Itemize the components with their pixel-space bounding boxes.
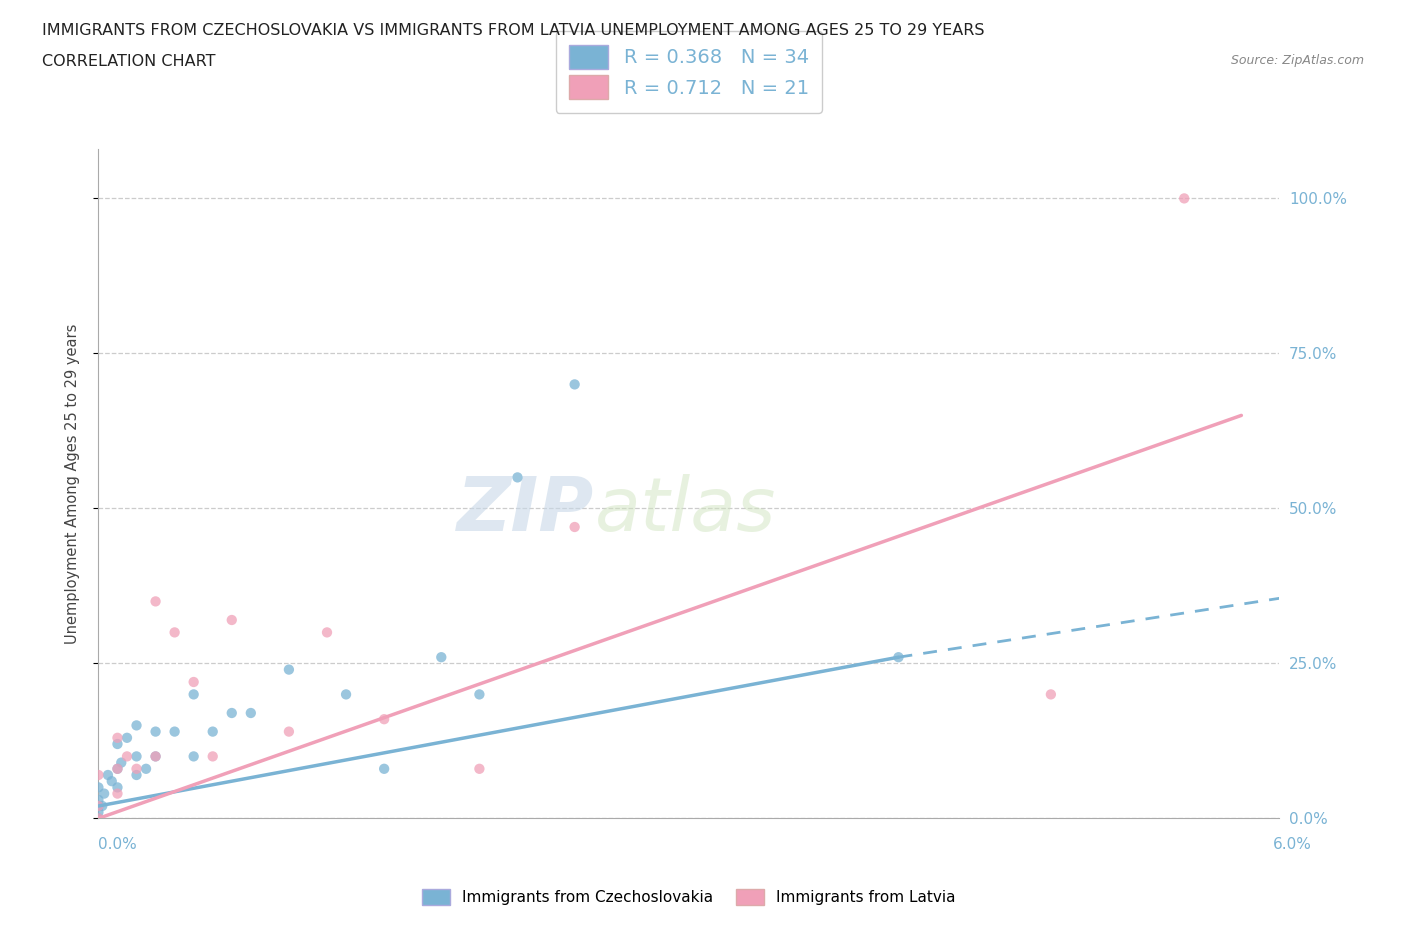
- Point: [87, 799, 110, 814]
- Point: [335, 687, 357, 702]
- Point: [107, 762, 129, 777]
- Point: [87, 792, 110, 807]
- Point: [87, 811, 110, 826]
- Point: [468, 687, 491, 702]
- Point: [145, 724, 167, 739]
- Text: CORRELATION CHART: CORRELATION CHART: [42, 54, 215, 69]
- Point: [145, 749, 167, 764]
- Point: [373, 762, 395, 777]
- Text: ZIP: ZIP: [457, 474, 595, 547]
- Point: [87, 804, 110, 819]
- Point: [93, 786, 115, 801]
- Y-axis label: Unemployment Among Ages 25 to 29 years: Unemployment Among Ages 25 to 29 years: [65, 324, 80, 644]
- Point: [145, 749, 167, 764]
- Point: [239, 706, 262, 721]
- Point: [100, 774, 122, 789]
- Point: [87, 767, 110, 782]
- Point: [145, 594, 167, 609]
- Point: [125, 767, 148, 782]
- Point: [107, 730, 129, 745]
- Point: [107, 762, 129, 777]
- Point: [110, 755, 132, 770]
- Text: atlas: atlas: [595, 474, 776, 547]
- Point: [115, 730, 138, 745]
- Point: [115, 749, 138, 764]
- Point: [277, 724, 299, 739]
- Point: [125, 749, 148, 764]
- Text: Source: ZipAtlas.com: Source: ZipAtlas.com: [1230, 54, 1364, 67]
- Text: IMMIGRANTS FROM CZECHOSLOVAKIA VS IMMIGRANTS FROM LATVIA UNEMPLOYMENT AMONG AGES: IMMIGRANTS FROM CZECHOSLOVAKIA VS IMMIGR…: [42, 23, 984, 38]
- Point: [135, 762, 157, 777]
- Point: [183, 674, 205, 689]
- Point: [87, 811, 110, 826]
- Point: [277, 662, 299, 677]
- Point: [125, 762, 148, 777]
- Point: [221, 613, 243, 628]
- Legend: R = 0.368   N = 34, R = 0.712   N = 21: R = 0.368 N = 34, R = 0.712 N = 21: [555, 32, 823, 113]
- Point: [564, 377, 586, 392]
- Point: [125, 718, 148, 733]
- Point: [468, 762, 491, 777]
- Point: [87, 780, 110, 795]
- Point: [221, 706, 243, 721]
- Point: [183, 749, 205, 764]
- Point: [430, 650, 453, 665]
- Point: [316, 625, 339, 640]
- Text: 0.0%: 0.0%: [98, 837, 138, 852]
- Point: [91, 799, 114, 814]
- Point: [97, 767, 120, 782]
- Point: [107, 786, 129, 801]
- Point: [1039, 687, 1062, 702]
- Point: [183, 687, 205, 702]
- Legend: Immigrants from Czechoslovakia, Immigrants from Latvia: Immigrants from Czechoslovakia, Immigran…: [416, 883, 962, 911]
- Point: [87, 799, 110, 814]
- Point: [163, 625, 186, 640]
- Point: [201, 724, 224, 739]
- Point: [373, 711, 395, 726]
- Text: 6.0%: 6.0%: [1272, 837, 1312, 852]
- Point: [1173, 191, 1195, 206]
- Point: [107, 780, 129, 795]
- Point: [107, 737, 129, 751]
- Point: [163, 724, 186, 739]
- Point: [887, 650, 910, 665]
- Point: [201, 749, 224, 764]
- Point: [564, 520, 586, 535]
- Point: [506, 470, 529, 485]
